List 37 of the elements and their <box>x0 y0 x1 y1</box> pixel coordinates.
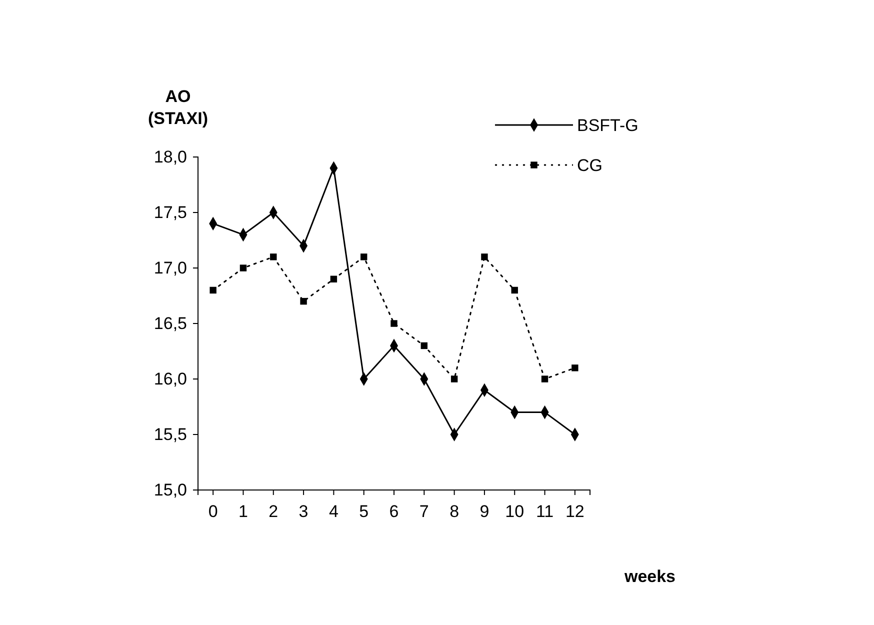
point <box>481 254 488 260</box>
x-tick-label: 5 <box>359 502 369 522</box>
y-tick-label: 17,0 <box>154 258 187 278</box>
point <box>210 286 216 294</box>
y-tick-label: 15,0 <box>154 480 187 500</box>
x-tick-label: 2 <box>268 502 278 522</box>
y-tick-label: 16,5 <box>154 314 187 333</box>
y-tick-label: 18,0 <box>154 147 187 166</box>
point <box>420 342 428 350</box>
point <box>270 254 277 260</box>
x-tick-label: 9 <box>480 502 490 522</box>
x-tick-label: 0 <box>208 502 218 522</box>
point <box>511 286 518 294</box>
point <box>240 264 247 272</box>
x-axis-title: weeks <box>623 567 676 586</box>
x-tick-label: 6 <box>389 502 399 522</box>
point <box>300 298 307 305</box>
x-tick-label: 3 <box>298 502 308 522</box>
x-tick-label: 11 <box>536 502 554 522</box>
legend-label: CG <box>577 156 602 175</box>
point <box>450 376 458 382</box>
y-axis-title: AO (STAXI) <box>148 87 208 128</box>
y-tick-label: 15,5 <box>154 424 187 444</box>
point <box>360 254 368 260</box>
y-tick-label: 16,0 <box>154 369 187 388</box>
x-tick-label: 10 <box>505 502 524 522</box>
point <box>541 376 548 382</box>
point <box>572 364 578 372</box>
x-tick-label: 1 <box>238 502 248 522</box>
x-tick-label: 7 <box>419 502 429 522</box>
legend-label: BSFT-G <box>577 116 638 135</box>
x-tick-label: 4 <box>328 502 338 522</box>
y-tick-label: 17,5 <box>154 202 187 222</box>
x-tick-label: 8 <box>450 502 460 522</box>
point <box>330 276 338 282</box>
point <box>390 320 398 327</box>
x-tick-label: 12 <box>565 502 584 522</box>
